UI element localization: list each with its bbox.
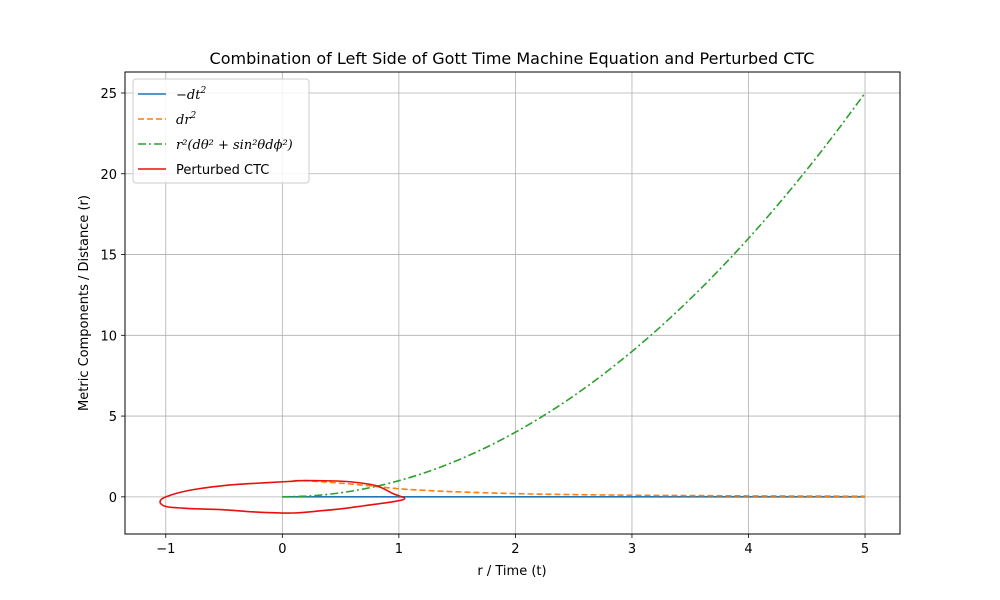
y-axis-label: Metric Components / Distance (r) (77, 195, 92, 411)
y-tick-label: 20 (100, 168, 117, 183)
ticks: −1 0 1 2 3 4 5 0 5 10 15 20 25 (100, 87, 869, 557)
plot-frame (124, 71, 901, 535)
x-tick-label: 1 (395, 542, 403, 557)
x-axis-label: r / Time (t) (477, 564, 546, 579)
legend-label-3: r²(dθ² + sin²θdϕ²) (176, 138, 293, 153)
y-tick-label: 0 (109, 491, 117, 506)
x-tick-label: 0 (278, 542, 286, 557)
series-line-4 (159, 479, 406, 514)
x-tick-label: −1 (156, 542, 175, 557)
legend-box (132, 78, 310, 184)
chart-title: Combination of Left Side of Gott Time Ma… (210, 49, 815, 68)
x-tick-label: 5 (861, 542, 869, 557)
x-tick-label: 2 (511, 542, 519, 557)
legend-label-2: dr2 (176, 111, 197, 128)
series-line-2 (293, 479, 866, 497)
legend-label-4: Perturbed CTC (176, 163, 269, 178)
series-line-3 (282, 92, 866, 498)
y-tick-label: 10 (100, 329, 117, 344)
legend-label-1: −dt2 (176, 86, 206, 103)
y-tick-label: 15 (100, 249, 117, 264)
series-layer (159, 92, 866, 514)
x-tick-label: 4 (744, 542, 752, 557)
x-tick-label: 3 (628, 542, 636, 557)
y-tick-label: 25 (100, 87, 117, 102)
y-tick-label: 5 (109, 410, 117, 425)
legend: −dt2 dr2 r²(dθ² + sin²θdϕ²) Perturbed CTC (132, 78, 310, 184)
